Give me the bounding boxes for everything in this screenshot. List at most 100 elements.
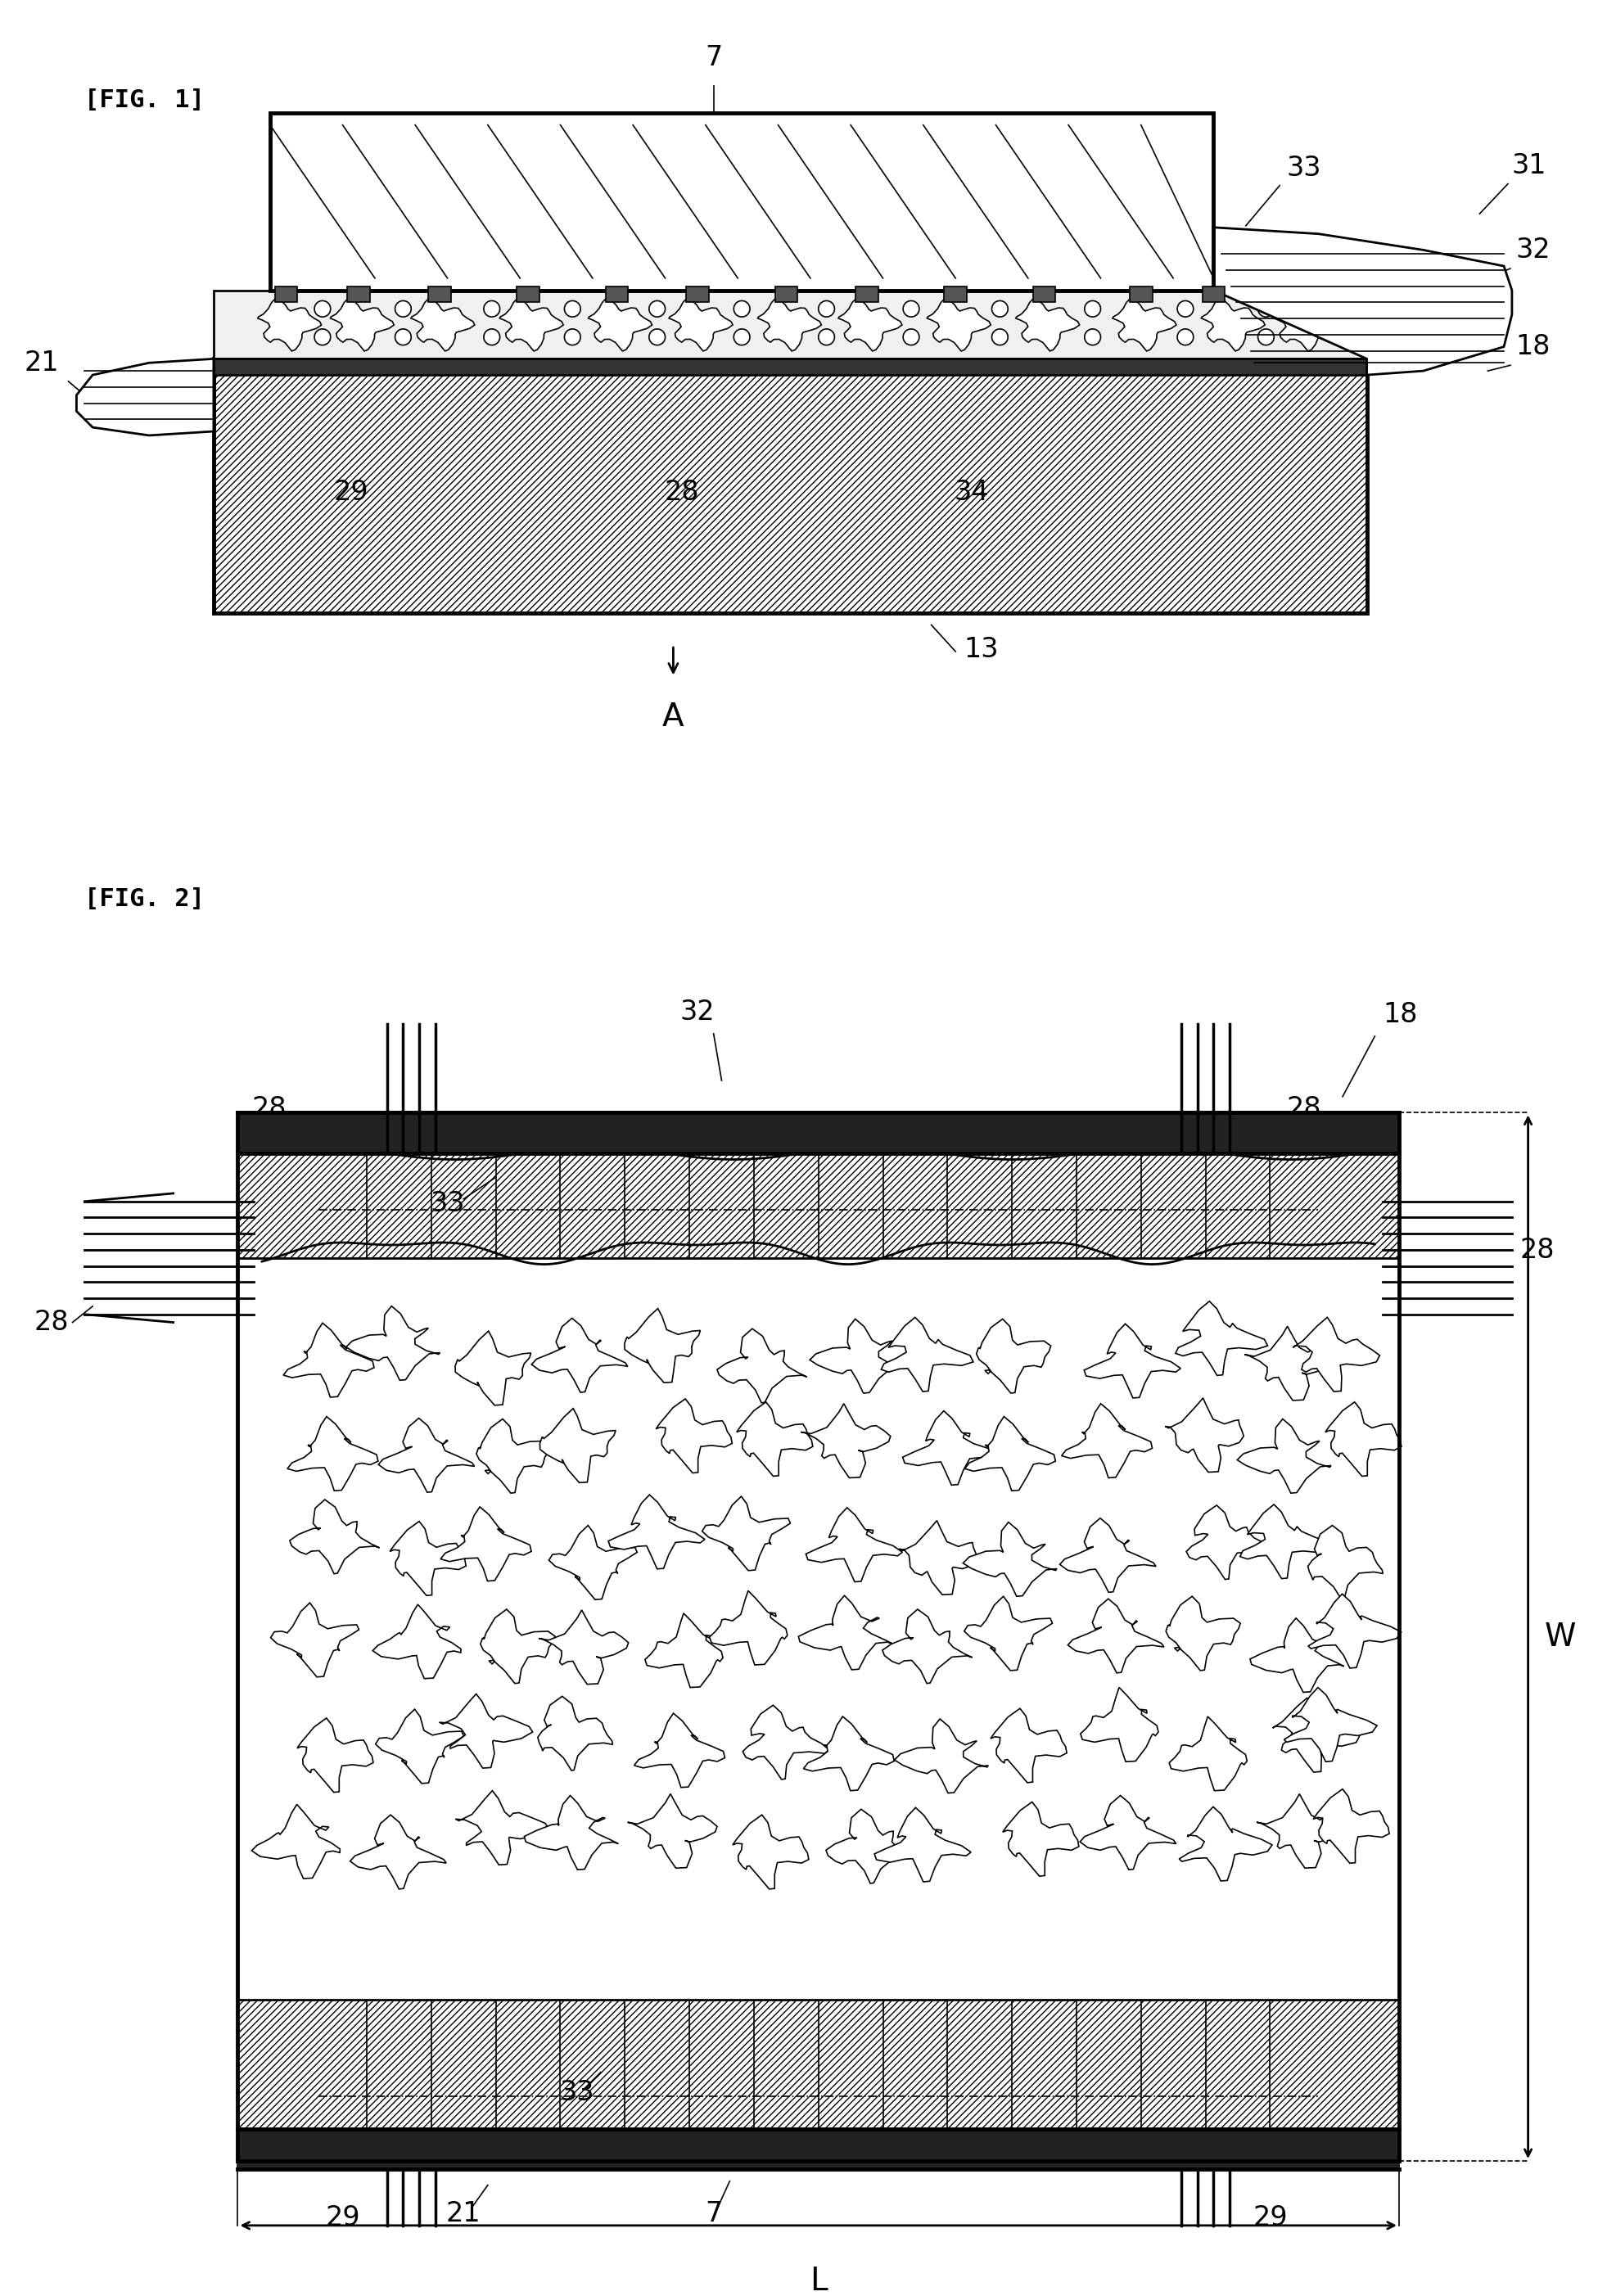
Polygon shape <box>1237 1419 1331 1492</box>
Polygon shape <box>77 358 214 436</box>
Circle shape <box>1178 328 1194 344</box>
Circle shape <box>315 328 331 344</box>
Bar <box>1202 287 1225 303</box>
Polygon shape <box>1067 1598 1163 1674</box>
Polygon shape <box>1186 1506 1273 1580</box>
Bar <box>238 1114 1400 2161</box>
Polygon shape <box>669 298 733 351</box>
Text: 7: 7 <box>705 2200 722 2227</box>
Circle shape <box>818 328 834 344</box>
Polygon shape <box>1016 298 1080 351</box>
Polygon shape <box>376 1708 464 1784</box>
Polygon shape <box>1175 1302 1268 1375</box>
Bar <box>238 1114 1400 1153</box>
Polygon shape <box>252 1805 341 1878</box>
Polygon shape <box>733 1814 808 1890</box>
Text: 28: 28 <box>1286 1095 1321 1123</box>
Polygon shape <box>1274 298 1337 351</box>
Polygon shape <box>455 1332 530 1405</box>
Polygon shape <box>990 1708 1067 1782</box>
Text: 28: 28 <box>664 478 699 505</box>
Polygon shape <box>1200 298 1265 351</box>
Bar <box>517 287 540 303</box>
Text: 18: 18 <box>1515 333 1551 360</box>
Polygon shape <box>540 1407 615 1483</box>
Polygon shape <box>1273 1699 1360 1773</box>
Circle shape <box>315 301 331 317</box>
Polygon shape <box>1308 1525 1384 1600</box>
Polygon shape <box>1313 1789 1390 1864</box>
Bar <box>945 287 967 303</box>
Polygon shape <box>963 1522 1057 1596</box>
Polygon shape <box>297 1717 373 1793</box>
Text: 29: 29 <box>333 478 368 505</box>
Polygon shape <box>742 1706 829 1779</box>
Polygon shape <box>538 1609 628 1685</box>
Circle shape <box>734 328 750 344</box>
Polygon shape <box>810 1318 903 1394</box>
Text: 33: 33 <box>431 1189 464 1217</box>
Polygon shape <box>455 1791 548 1864</box>
Circle shape <box>484 301 500 317</box>
Polygon shape <box>1059 1518 1155 1593</box>
Polygon shape <box>288 1417 378 1490</box>
Polygon shape <box>702 1497 791 1570</box>
Text: 33: 33 <box>479 177 513 204</box>
Polygon shape <box>826 1809 916 1883</box>
Polygon shape <box>289 1499 379 1573</box>
Polygon shape <box>927 298 992 351</box>
Polygon shape <box>350 1814 447 1890</box>
Polygon shape <box>532 1318 628 1391</box>
Bar <box>1130 287 1152 303</box>
Polygon shape <box>1326 1403 1401 1476</box>
Text: 31: 31 <box>1512 152 1548 179</box>
Text: 32: 32 <box>1515 236 1551 264</box>
Polygon shape <box>500 298 564 351</box>
Polygon shape <box>1062 1403 1152 1479</box>
Polygon shape <box>635 1713 725 1789</box>
Text: 34: 34 <box>955 478 988 505</box>
Polygon shape <box>550 1525 636 1600</box>
Polygon shape <box>1213 227 1512 374</box>
Polygon shape <box>476 1419 551 1492</box>
Text: 28: 28 <box>34 1309 69 1336</box>
Text: A: A <box>662 703 685 732</box>
Text: 32: 32 <box>680 999 715 1026</box>
Bar <box>606 287 628 303</box>
Polygon shape <box>440 1506 532 1582</box>
Bar <box>686 287 709 303</box>
Bar <box>270 113 1213 289</box>
Polygon shape <box>898 1520 977 1596</box>
Polygon shape <box>609 1495 705 1568</box>
Polygon shape <box>656 1398 733 1474</box>
Bar <box>214 358 1368 613</box>
Polygon shape <box>1180 1807 1273 1880</box>
Polygon shape <box>736 1403 813 1476</box>
Polygon shape <box>644 1614 723 1688</box>
Polygon shape <box>710 1591 787 1665</box>
Text: 7: 7 <box>705 44 722 71</box>
Circle shape <box>734 301 750 317</box>
Text: 29: 29 <box>325 2204 360 2232</box>
Circle shape <box>1085 301 1101 317</box>
Bar <box>275 287 297 303</box>
Polygon shape <box>480 1609 554 1683</box>
Circle shape <box>1178 301 1194 317</box>
Polygon shape <box>378 1419 474 1492</box>
Circle shape <box>1258 301 1274 317</box>
Text: L: L <box>810 2266 828 2296</box>
Bar <box>214 289 1368 358</box>
Bar <box>775 287 797 303</box>
Polygon shape <box>977 1318 1051 1394</box>
Bar <box>1033 287 1056 303</box>
Polygon shape <box>270 1603 358 1676</box>
Polygon shape <box>1080 1688 1159 1761</box>
Text: [FIG. 1]: [FIG. 1] <box>85 90 206 113</box>
Text: 18: 18 <box>1384 1001 1417 1029</box>
Polygon shape <box>1112 298 1176 351</box>
Polygon shape <box>964 1417 1056 1490</box>
Text: [FIG. 2]: [FIG. 2] <box>85 886 206 912</box>
Text: 28: 28 <box>251 1095 286 1123</box>
Polygon shape <box>882 1609 972 1683</box>
Text: 33: 33 <box>1286 154 1321 181</box>
